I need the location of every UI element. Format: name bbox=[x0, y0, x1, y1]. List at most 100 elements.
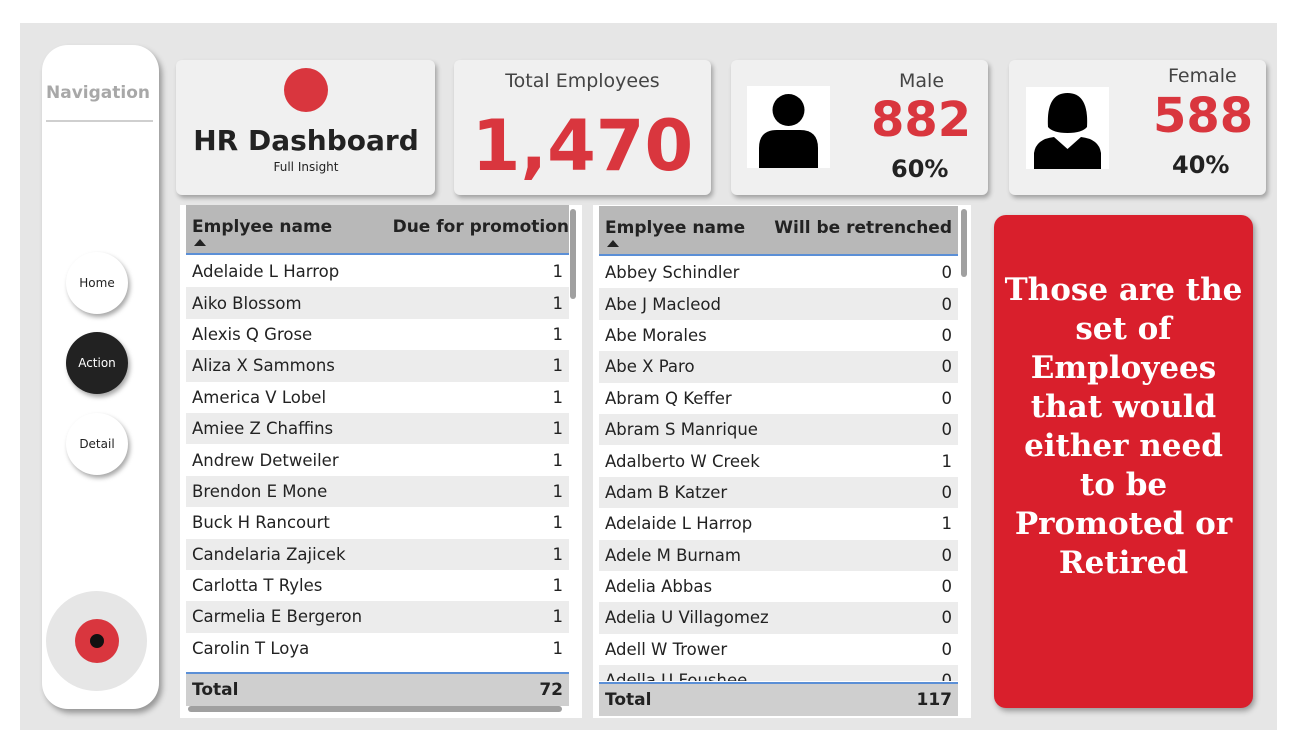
action-button[interactable]: Action bbox=[66, 332, 128, 394]
female-card: Female 588 40% bbox=[1009, 60, 1266, 195]
row-value: 0 bbox=[941, 639, 953, 659]
male-card: Male 882 60% bbox=[731, 60, 988, 195]
message-panel: Those are the set of Employees that woul… bbox=[994, 215, 1253, 708]
table-row[interactable]: Adell W Trower 0 bbox=[599, 634, 958, 665]
retrench-col-retrenched[interactable]: Will be retrenched bbox=[774, 218, 952, 238]
table-row[interactable]: Abe J Macleod 0 bbox=[599, 288, 958, 320]
navigation-divider bbox=[46, 120, 153, 122]
table-row[interactable]: Adelaide L Harrop 1 bbox=[599, 508, 958, 539]
retrench-vertical-scrollbar[interactable] bbox=[961, 209, 967, 277]
row-value: 1 bbox=[552, 387, 564, 407]
employee-name: Adelia Abbas bbox=[605, 577, 713, 597]
table-row[interactable]: Andrew Detweiler 1 bbox=[186, 444, 569, 475]
employee-name: Buck H Rancourt bbox=[192, 513, 330, 533]
employee-name: Carolin T Loya bbox=[192, 638, 310, 658]
employee-name: Abe J Macleod bbox=[605, 294, 721, 314]
promotion-vertical-scrollbar[interactable] bbox=[570, 209, 576, 299]
table-row[interactable]: Carlotta T Ryles 1 bbox=[186, 570, 569, 601]
row-value: 0 bbox=[941, 294, 953, 314]
promotion-table-body: Adelaide L Harrop 1 Aiko Blossom 1 Alexis Q … bbox=[186, 256, 569, 670]
table-row[interactable]: Candelaria Zajicek 1 bbox=[186, 538, 569, 570]
row-value: 1 bbox=[552, 544, 564, 564]
row-value: 0 bbox=[941, 263, 953, 283]
row-value: 1 bbox=[941, 514, 953, 534]
promotion-col-due[interactable]: Due for promotion bbox=[392, 217, 569, 237]
table-row[interactable]: Abram Q Keffer 0 bbox=[599, 383, 958, 414]
employee-name: Alexis Q Grose bbox=[192, 324, 313, 344]
table-row[interactable]: Adele M Burnam 0 bbox=[599, 539, 958, 571]
table-row[interactable]: Brendon E Mone 1 bbox=[186, 475, 569, 508]
table-row[interactable]: Buck H Rancourt 1 bbox=[186, 507, 569, 538]
row-value: 0 bbox=[941, 482, 953, 502]
row-value: 0 bbox=[941, 325, 953, 345]
table-row[interactable]: Adelia Abbas 0 bbox=[599, 571, 958, 602]
row-value: 1 bbox=[552, 356, 564, 376]
female-label: Female bbox=[1168, 65, 1237, 87]
dashboard-title: HR Dashboard bbox=[193, 124, 419, 157]
table-row[interactable]: Abe X Paro 0 bbox=[599, 351, 958, 383]
navigation-title: Navigation bbox=[46, 83, 150, 103]
row-value: 0 bbox=[941, 577, 953, 597]
male-label: Male bbox=[899, 70, 945, 92]
employee-name: Abram Q Keffer bbox=[605, 388, 732, 408]
dashboard-subtitle: Full Insight bbox=[273, 160, 339, 174]
row-value: 1 bbox=[552, 419, 564, 439]
row-value: 1 bbox=[552, 262, 564, 282]
row-value: 1 bbox=[941, 451, 953, 471]
row-value: 1 bbox=[552, 576, 564, 596]
employee-name: Adam B Katzer bbox=[605, 482, 728, 502]
employee-name: Carlotta T Ryles bbox=[192, 576, 323, 596]
promotion-total-value: 72 bbox=[539, 680, 563, 700]
row-value: 0 bbox=[941, 608, 953, 628]
row-value: 1 bbox=[552, 450, 564, 470]
employee-name: Adelaide L Harrop bbox=[192, 262, 340, 282]
promotion-total-row: Total 72 bbox=[186, 672, 569, 706]
total-employees-label: Total Employees bbox=[505, 70, 660, 92]
employee-name: Abe X Paro bbox=[605, 357, 695, 377]
promotion-horizontal-scrollbar[interactable] bbox=[188, 706, 562, 712]
female-value: 588 bbox=[1153, 88, 1254, 144]
row-value: 1 bbox=[552, 324, 564, 344]
nav-logo-icon bbox=[74, 619, 119, 663]
total-employees-card: Total Employees 1,470 bbox=[454, 60, 711, 195]
retrench-total-row: Total 117 bbox=[599, 682, 958, 716]
retrench-table-body: Abbey Schindler 0 Abe J Macleod 0 Abe Morale… bbox=[599, 257, 958, 681]
row-value: 1 bbox=[552, 638, 564, 658]
table-row[interactable]: Adella U Foushee 0 bbox=[599, 665, 958, 681]
table-row[interactable]: Carolin T Loya 1 bbox=[186, 633, 569, 664]
row-value: 0 bbox=[941, 545, 953, 565]
employee-name: Adelia U Villagomez bbox=[605, 608, 769, 628]
table-row[interactable]: Adalberto W Creek 1 bbox=[599, 445, 958, 476]
table-row[interactable]: Abbey Schindler 0 bbox=[599, 257, 958, 288]
employee-name: Andrew Detweiler bbox=[192, 450, 339, 470]
table-row[interactable]: America V Lobel 1 bbox=[186, 382, 569, 413]
female-percent: 40% bbox=[1172, 151, 1230, 179]
employee-name: Brendon E Mone bbox=[192, 481, 328, 501]
promotion-col-name[interactable]: Emplyee name bbox=[192, 217, 333, 237]
total-employees-value: 1,470 bbox=[471, 105, 694, 187]
employee-name: Adella U Foushee bbox=[605, 671, 748, 681]
row-value: 1 bbox=[552, 513, 564, 533]
sort-ascending-icon[interactable] bbox=[194, 239, 206, 246]
retrench-col-name[interactable]: Emplyee name bbox=[605, 218, 746, 238]
table-row[interactable]: Aliza X Sammons 1 bbox=[186, 350, 569, 382]
table-row[interactable]: Carmelia E Bergeron 1 bbox=[186, 601, 569, 633]
employee-name: Candelaria Zajicek bbox=[192, 544, 346, 564]
detail-button[interactable]: Detail bbox=[66, 413, 128, 475]
employee-name: Abbey Schindler bbox=[605, 263, 740, 283]
sort-ascending-icon[interactable] bbox=[607, 240, 619, 247]
table-row[interactable]: Abe Morales 0 bbox=[599, 320, 958, 351]
male-person-icon bbox=[747, 86, 830, 168]
table-row[interactable]: Alexis Q Grose 1 bbox=[186, 319, 569, 350]
table-row[interactable]: Adelaide L Harrop 1 bbox=[186, 256, 569, 287]
table-row[interactable]: Adelia U Villagomez 0 bbox=[599, 602, 958, 634]
table-row[interactable]: Amiee Z Chaffins 1 bbox=[186, 412, 569, 445]
table-row[interactable]: Adam B Katzer 0 bbox=[599, 476, 958, 509]
row-value: 0 bbox=[941, 357, 953, 377]
employee-name: Aliza X Sammons bbox=[192, 356, 335, 376]
title-card: HR Dashboard Full Insight bbox=[176, 60, 435, 195]
employee-name: America V Lobel bbox=[192, 387, 327, 407]
table-row[interactable]: Abram S Manrique 0 bbox=[599, 413, 958, 446]
home-button[interactable]: Home bbox=[66, 252, 128, 314]
table-row[interactable]: Aiko Blossom 1 bbox=[186, 287, 569, 319]
